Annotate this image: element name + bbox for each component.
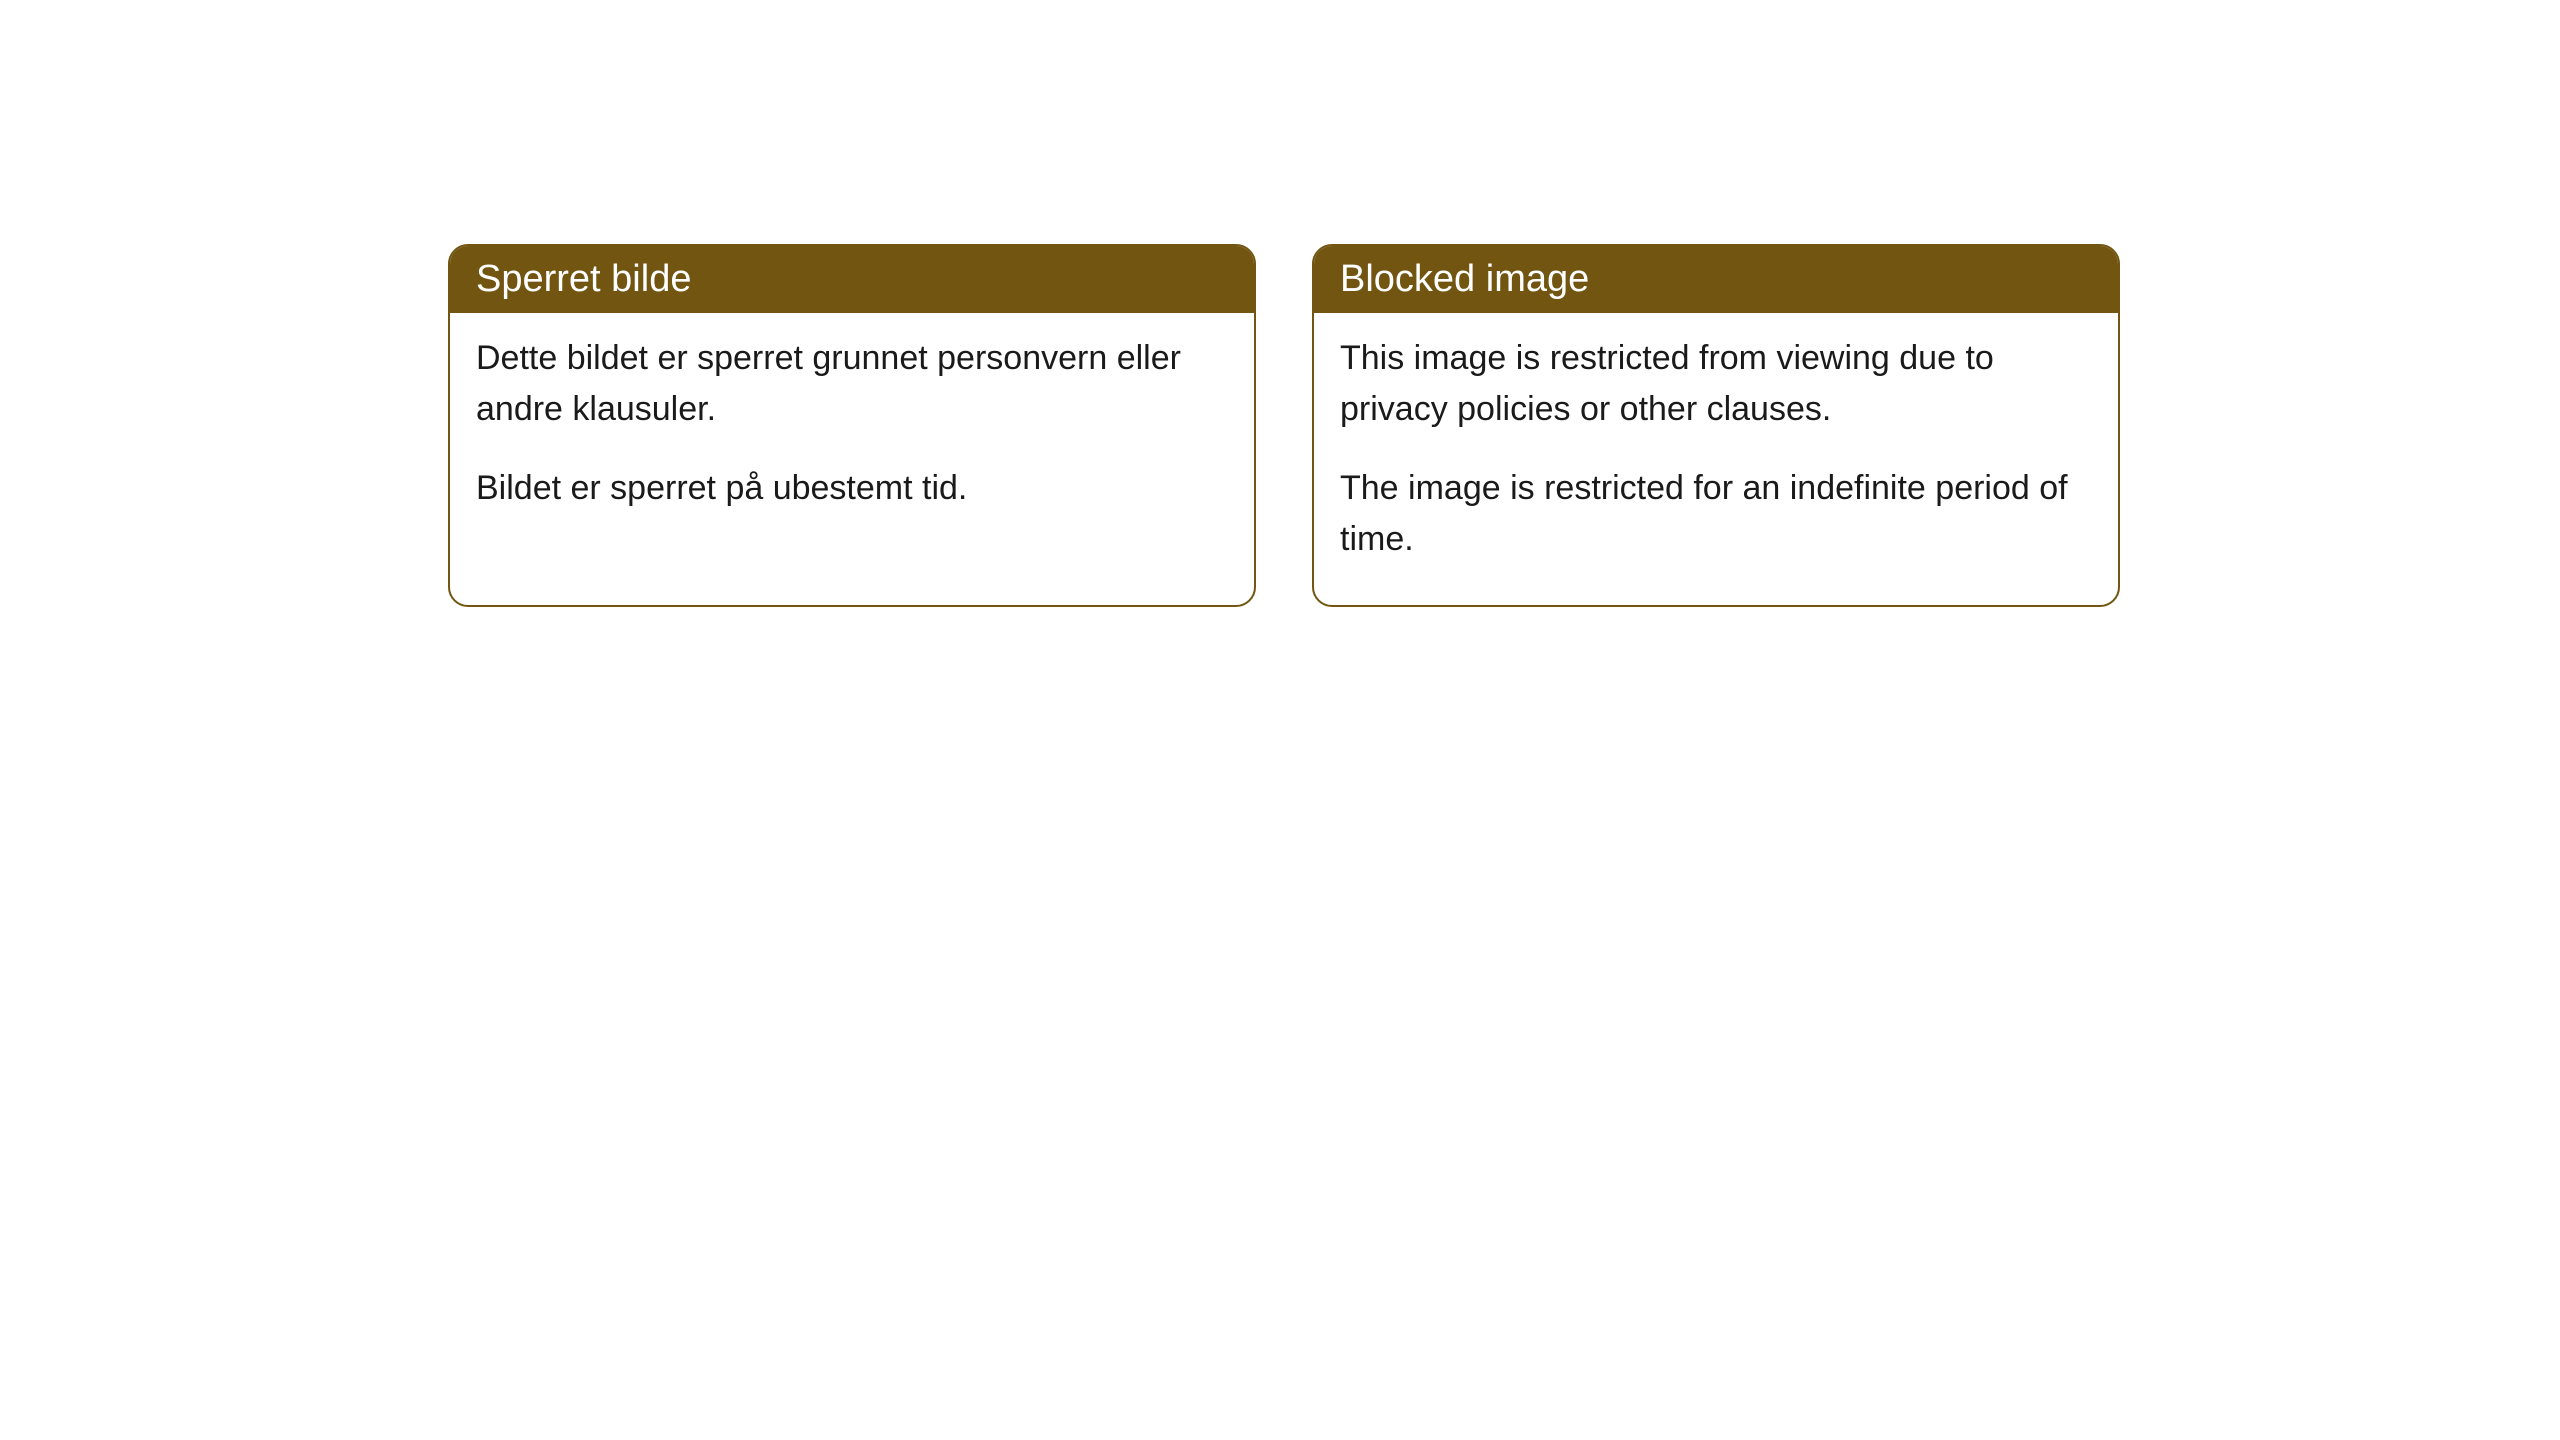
card-header-norwegian: Sperret bilde <box>450 246 1254 313</box>
card-paragraph-1-english: This image is restricted from viewing du… <box>1340 333 2092 435</box>
blocked-image-card-english: Blocked image This image is restricted f… <box>1312 244 2120 607</box>
card-paragraph-2-norwegian: Bildet er sperret på ubestemt tid. <box>476 463 1228 514</box>
card-body-english: This image is restricted from viewing du… <box>1314 313 2118 605</box>
card-paragraph-2-english: The image is restricted for an indefinit… <box>1340 463 2092 565</box>
notice-cards-container: Sperret bilde Dette bildet er sperret gr… <box>0 0 2560 607</box>
card-paragraph-1-norwegian: Dette bildet er sperret grunnet personve… <box>476 333 1228 435</box>
card-header-english: Blocked image <box>1314 246 2118 313</box>
blocked-image-card-norwegian: Sperret bilde Dette bildet er sperret gr… <box>448 244 1256 607</box>
card-body-norwegian: Dette bildet er sperret grunnet personve… <box>450 313 1254 554</box>
